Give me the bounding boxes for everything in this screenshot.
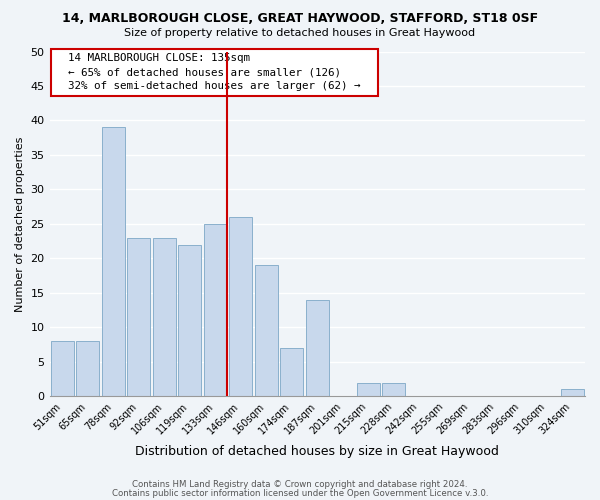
Bar	[127, 238, 150, 396]
Text: 14, MARLBOROUGH CLOSE, GREAT HAYWOOD, STAFFORD, ST18 0SF: 14, MARLBOROUGH CLOSE, GREAT HAYWOOD, ST…	[62, 12, 538, 26]
Bar	[102, 128, 125, 396]
Bar	[382, 382, 405, 396]
Bar	[76, 341, 99, 396]
Bar	[280, 348, 303, 397]
Bar	[561, 390, 584, 396]
Bar	[229, 217, 252, 396]
Text: Contains public sector information licensed under the Open Government Licence v.: Contains public sector information licen…	[112, 488, 488, 498]
Bar	[306, 300, 329, 396]
Bar	[178, 244, 201, 396]
Text: 14 MARLBOROUGH CLOSE: 135sqm  
  ← 65% of detached houses are smaller (126)  
  : 14 MARLBOROUGH CLOSE: 135sqm ← 65% of de…	[55, 53, 373, 91]
Bar	[255, 266, 278, 396]
Bar	[204, 224, 227, 396]
Bar	[51, 341, 74, 396]
Bar	[153, 238, 176, 396]
Bar	[357, 382, 380, 396]
Text: Size of property relative to detached houses in Great Haywood: Size of property relative to detached ho…	[124, 28, 476, 38]
X-axis label: Distribution of detached houses by size in Great Haywood: Distribution of detached houses by size …	[136, 444, 499, 458]
Text: Contains HM Land Registry data © Crown copyright and database right 2024.: Contains HM Land Registry data © Crown c…	[132, 480, 468, 489]
Y-axis label: Number of detached properties: Number of detached properties	[15, 136, 25, 312]
